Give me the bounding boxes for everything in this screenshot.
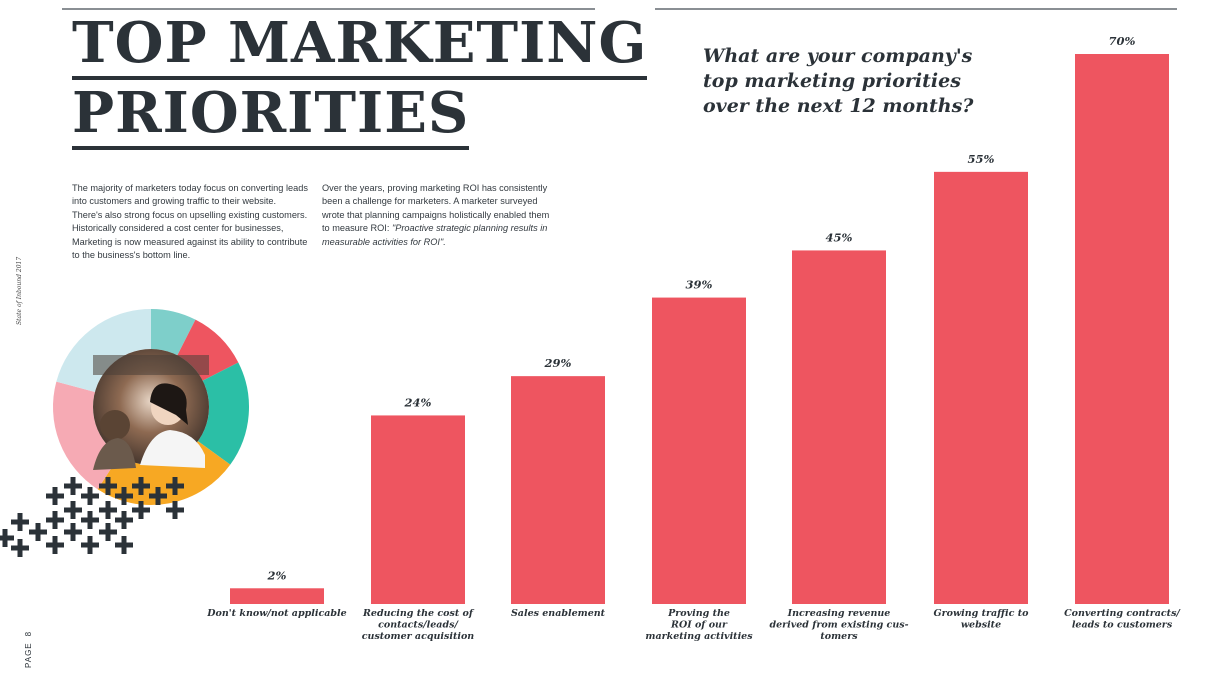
top-rule-left	[62, 8, 595, 10]
plus-icon	[0, 529, 14, 547]
value-label-1: 2%	[267, 568, 287, 582]
value-label-7: 70%	[1109, 34, 1136, 48]
plus-icon	[64, 501, 82, 519]
bar-7	[1075, 54, 1169, 604]
plus-icon	[132, 501, 150, 519]
bar-5	[792, 250, 886, 604]
category-label-3: Sales enablement	[511, 608, 606, 619]
plus-icon	[64, 477, 82, 495]
plus-icon	[115, 511, 133, 529]
category-label-5: tomers	[820, 631, 858, 642]
paragraph-right-text: Over the years, proving marketing ROI ha…	[322, 183, 550, 234]
plus-icon	[115, 536, 133, 554]
question-line-2: top marketing priorities	[703, 70, 961, 92]
category-label-7: leads to customers	[1072, 620, 1173, 631]
value-label-5: 45%	[826, 230, 853, 244]
intro-paragraph-left: The majority of marketers today focus on…	[72, 183, 308, 261]
value-label-2: 24%	[404, 395, 432, 409]
plus-icon	[149, 487, 167, 505]
category-label-2: customer acquisition	[362, 631, 475, 642]
plus-icon	[166, 501, 184, 519]
bars-group: 2% Don't know/not applicable 24% Reducing t…	[206, 34, 1181, 642]
question-line-3: over the next 12 months?	[703, 95, 974, 117]
chart-question: What are your company's top marketing pr…	[703, 44, 1033, 119]
category-label-4: marketing activities	[645, 631, 753, 642]
donut-segment	[150, 309, 196, 356]
category-label-4: ROI of our	[670, 620, 728, 631]
donut-segment	[176, 319, 239, 382]
bar-4	[652, 297, 746, 604]
category-label-4: Proving the	[667, 608, 730, 619]
plus-icon	[99, 523, 117, 541]
value-label-4: 39%	[686, 278, 713, 292]
plus-icon	[99, 477, 117, 495]
plus-icon	[11, 513, 29, 531]
plus-icon	[11, 539, 29, 557]
plus-icon	[81, 487, 99, 505]
value-label-6: 55%	[968, 152, 995, 166]
donut-segment	[56, 309, 152, 393]
title-line-1: TOP MARKETING	[72, 10, 648, 80]
question-line-1: What are your company's	[703, 45, 973, 67]
plus-pattern	[0, 477, 184, 557]
category-label-1: Don't know/not applicable	[206, 608, 346, 619]
plus-icon	[46, 536, 64, 554]
title-line-2: PRIORITIES	[72, 80, 470, 150]
plus-icon	[64, 523, 82, 541]
plus-icon	[132, 477, 150, 495]
bar-2	[371, 415, 465, 604]
plus-icon	[81, 511, 99, 529]
woman-smiling-photo	[93, 349, 209, 470]
plus-icon	[46, 487, 64, 505]
page-title: TOP MARKETING PRIORITIES	[72, 8, 648, 150]
category-label-5: Increasing revenue	[787, 608, 891, 619]
bar-6	[934, 171, 1028, 604]
plus-icon	[29, 523, 47, 541]
donut-segment	[197, 362, 249, 465]
category-label-2: Reducing the cost of	[362, 608, 475, 619]
value-label-3: 29%	[544, 356, 572, 370]
top-rule-right	[655, 8, 1177, 10]
category-label-2: contacts/leads/	[378, 620, 459, 631]
intro-paragraph-right: Over the years, proving marketing ROI ha…	[322, 182, 558, 249]
plus-icon	[166, 477, 184, 495]
plus-icon	[99, 501, 117, 519]
paragraph-right-quote: "Proactive strategic planning results in…	[322, 223, 548, 247]
category-label-6: website	[961, 620, 1001, 631]
category-label-5: derived from existing cus-	[769, 620, 908, 631]
bar-1	[230, 588, 324, 604]
plus-icon	[81, 536, 99, 554]
bar-3	[511, 376, 605, 604]
category-label-6: Growing traffic to	[934, 608, 1030, 619]
category-label-7: Converting contracts/	[1064, 608, 1181, 619]
plus-icon	[46, 511, 64, 529]
plus-icon	[115, 487, 133, 505]
